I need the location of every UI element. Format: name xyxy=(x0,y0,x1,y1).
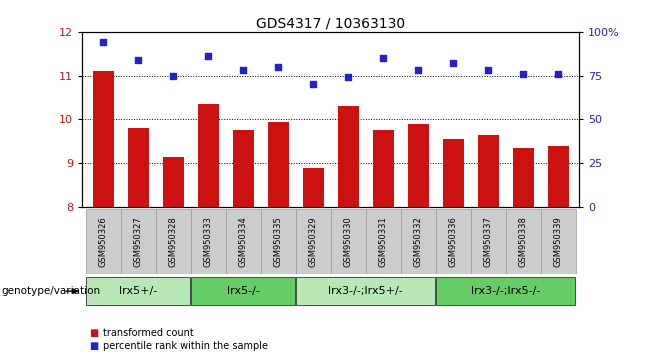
Bar xyxy=(303,168,324,207)
Text: GSM950338: GSM950338 xyxy=(519,216,528,267)
Text: GSM950336: GSM950336 xyxy=(449,216,457,267)
Text: GSM950337: GSM950337 xyxy=(484,216,493,267)
Text: GSM950334: GSM950334 xyxy=(239,216,247,267)
Bar xyxy=(338,106,359,207)
Point xyxy=(343,75,353,80)
Text: genotype/variation: genotype/variation xyxy=(1,286,101,296)
FancyBboxPatch shape xyxy=(436,277,575,305)
Text: lrx3-/-;lrx5+/-: lrx3-/-;lrx5+/- xyxy=(328,286,403,296)
FancyBboxPatch shape xyxy=(436,209,470,274)
Text: GSM950327: GSM950327 xyxy=(134,216,143,267)
Text: transformed count: transformed count xyxy=(103,328,194,338)
Title: GDS4317 / 10363130: GDS4317 / 10363130 xyxy=(256,17,405,31)
Point xyxy=(448,61,459,66)
Point xyxy=(168,73,178,79)
Text: GSM950328: GSM950328 xyxy=(168,216,178,267)
Bar xyxy=(93,71,114,207)
Point xyxy=(553,71,563,77)
FancyBboxPatch shape xyxy=(330,209,366,274)
Text: GSM950339: GSM950339 xyxy=(553,216,563,267)
Text: GSM950331: GSM950331 xyxy=(378,216,388,267)
Point xyxy=(238,68,249,73)
FancyBboxPatch shape xyxy=(295,209,330,274)
Point xyxy=(483,68,494,73)
Bar xyxy=(233,130,254,207)
FancyBboxPatch shape xyxy=(505,209,541,274)
Text: ■: ■ xyxy=(89,341,98,351)
Point xyxy=(203,53,213,59)
Text: GSM950332: GSM950332 xyxy=(414,216,422,267)
FancyBboxPatch shape xyxy=(401,209,436,274)
Bar xyxy=(197,104,218,207)
Bar xyxy=(268,122,289,207)
Bar xyxy=(163,157,184,207)
Text: GSM950329: GSM950329 xyxy=(309,216,318,267)
FancyBboxPatch shape xyxy=(366,209,401,274)
Text: GSM950333: GSM950333 xyxy=(204,216,213,267)
Text: GSM950335: GSM950335 xyxy=(274,216,283,267)
Bar xyxy=(478,135,499,207)
FancyBboxPatch shape xyxy=(191,277,295,305)
Point xyxy=(133,57,143,63)
Bar xyxy=(513,148,534,207)
Point xyxy=(98,40,109,45)
Bar xyxy=(372,130,393,207)
FancyBboxPatch shape xyxy=(226,209,261,274)
Text: lrx5+/-: lrx5+/- xyxy=(119,286,157,296)
Text: ■: ■ xyxy=(89,328,98,338)
FancyBboxPatch shape xyxy=(470,209,505,274)
Point xyxy=(413,68,423,73)
FancyBboxPatch shape xyxy=(86,277,190,305)
Point xyxy=(518,71,528,77)
FancyBboxPatch shape xyxy=(261,209,295,274)
FancyBboxPatch shape xyxy=(296,277,435,305)
Bar xyxy=(407,124,428,207)
Text: percentile rank within the sample: percentile rank within the sample xyxy=(103,341,268,351)
Bar xyxy=(547,146,569,207)
FancyBboxPatch shape xyxy=(156,209,191,274)
Text: lrx5-/-: lrx5-/- xyxy=(227,286,260,296)
FancyBboxPatch shape xyxy=(120,209,156,274)
Bar xyxy=(128,128,149,207)
Text: GSM950330: GSM950330 xyxy=(343,216,353,267)
FancyBboxPatch shape xyxy=(541,209,576,274)
Bar xyxy=(443,139,464,207)
FancyBboxPatch shape xyxy=(191,209,226,274)
Point xyxy=(273,64,284,70)
Point xyxy=(378,55,388,61)
Text: GSM950326: GSM950326 xyxy=(99,216,108,267)
Point xyxy=(308,81,318,87)
FancyBboxPatch shape xyxy=(86,209,120,274)
Text: lrx3-/-;lrx5-/-: lrx3-/-;lrx5-/- xyxy=(471,286,540,296)
